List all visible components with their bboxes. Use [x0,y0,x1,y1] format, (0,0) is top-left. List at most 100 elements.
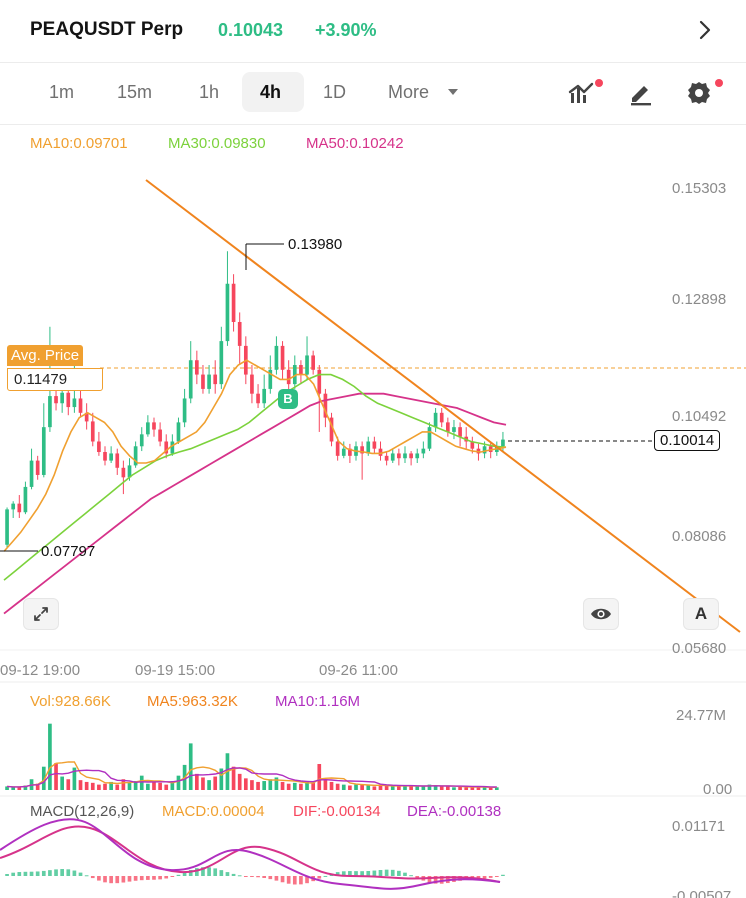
macd-bar [341,871,346,876]
macd-bar [195,868,199,876]
volume-bar [219,768,224,790]
macd-bar [54,869,58,876]
more-dropdown[interactable]: More [388,82,430,102]
macd-bar [109,876,113,884]
volume-bar [415,786,420,790]
tab-1h[interactable]: 1h [199,82,220,102]
volume-bar [133,781,138,790]
candle-body [29,460,34,487]
volume-bar [317,764,322,790]
current-price-box: 0.10014 [654,430,721,451]
candle-body [213,374,218,385]
volume-bar [256,781,260,790]
volume-bar [458,786,462,790]
candle-body [121,467,126,478]
volume-bar [286,783,291,790]
candle-body [341,448,346,456]
volume-bar [262,781,267,790]
macd-axis-bottom: -0.00507 [672,888,732,898]
candle-body [176,422,181,442]
candle-body [152,422,156,430]
volume-bar [195,773,199,790]
fullscreen-button[interactable] [23,598,59,630]
macd-bar [243,876,248,877]
price-axis-label: 0.08086 [672,528,727,545]
last-price: 0.10043 [218,20,284,40]
buy-marker[interactable]: B [278,389,298,409]
volume-bar [158,782,162,790]
tab-1m[interactable]: 1m [49,82,75,102]
volume-bar [207,780,211,790]
candle-body [90,421,95,442]
macd-bar [415,876,420,878]
macd-bar [48,870,52,876]
candle-body [23,486,28,513]
ma50-line [3,392,507,615]
macd-bar [66,869,71,876]
low-price-label: 0.07797 [41,543,96,560]
macd-bar [170,876,175,877]
candle-body [384,455,389,461]
macd-bar [329,873,334,876]
candle-body [5,509,9,545]
macd-bar [262,876,267,878]
macd-bar [11,872,16,876]
volume-bar [225,753,230,790]
volume-bar [397,785,401,790]
macd-bar [446,876,450,884]
candle-body [231,283,236,322]
volume-bar [335,783,340,790]
tab-15m[interactable]: 15m [117,82,153,102]
volume-bar [476,787,481,790]
macd-bar [139,876,144,881]
candle-body [195,360,199,375]
chevron-right-icon[interactable] [694,18,716,42]
volume-bar [360,784,364,790]
symbol-header[interactable]: PEAQUSDT Perp 0.10043 +3.90% [0,0,746,62]
volume-bar [292,782,297,790]
pen-icon[interactable] [626,78,656,108]
visibility-button[interactable] [583,598,619,630]
candle-body [219,341,224,385]
macd-axis-top: 0.01171 [672,818,726,835]
volume-bar [470,787,475,790]
macd-bar [378,870,383,876]
symbol-name[interactable]: PEAQUSDT Perp [30,19,184,40]
candle-body [35,460,40,475]
macd-bar [41,870,46,876]
tab-4h[interactable]: 4h [260,82,282,102]
macd-bar [152,876,156,880]
candle-body [409,453,413,459]
volume-bar [280,781,285,790]
price-axis-label: 0.10492 [672,408,727,425]
tab-1d[interactable]: 1D [323,82,347,102]
macd-bar [35,871,40,876]
volume-bar [48,723,52,790]
dea-value: DEA:-0.00138 [407,803,502,820]
macd-bar [335,872,340,876]
candle-body [427,427,432,449]
eye-icon [591,608,611,620]
volume-bar [464,787,469,790]
vol-legend: Vol:928.66K [30,693,111,710]
volume-bar [421,786,426,790]
gear-icon[interactable] [684,78,714,108]
candle-body [207,374,211,389]
volume-bar [274,777,279,790]
volume-bar [115,784,120,790]
candle-body [378,448,383,456]
indicator-icon[interactable] [567,78,597,108]
candle-body [403,453,407,459]
volume-bar [182,764,187,790]
volume-bar [231,766,236,790]
volume-bar [164,784,169,790]
candle-body [354,446,358,456]
macd-bar [158,876,162,880]
macd-bar [60,869,64,876]
volume-bar [341,784,346,790]
candle-body [286,369,291,385]
macd-bar [5,874,9,876]
macd-value: MACD:0.00004 [162,803,265,820]
macd-bar [207,867,211,876]
auto-scale-button[interactable]: A [683,598,719,630]
